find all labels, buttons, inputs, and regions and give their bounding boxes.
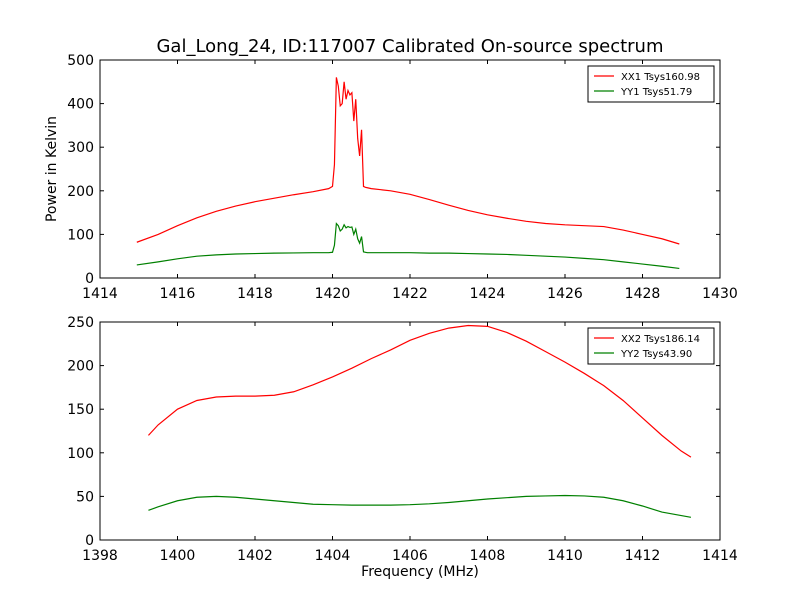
y-tick-label: 200	[67, 184, 94, 200]
x-tick-label: 1422	[392, 286, 428, 302]
y-tick-label: 50	[76, 489, 94, 505]
x-tick-label: 1426	[547, 286, 583, 302]
series-line-1	[147, 324, 692, 458]
x-tick-label: 1400	[160, 548, 196, 564]
legend-label: YY1 Tsys51.79	[620, 87, 692, 98]
y-tick-label: 250	[67, 315, 94, 331]
y-tick-label: 0	[85, 533, 94, 549]
y-tick-label: 100	[67, 227, 94, 243]
x-tick-label: 1424	[470, 286, 506, 302]
x-tick-label: 1428	[625, 286, 661, 302]
x-tick-label: 1414	[82, 286, 118, 302]
x-tick-label: 1414	[702, 548, 738, 564]
y-tick-label: 400	[67, 97, 94, 113]
y-tick-label: 150	[67, 402, 94, 418]
y-tick-label: 0	[85, 271, 94, 287]
x-tick-label: 1412	[625, 548, 661, 564]
legend-box	[587, 65, 715, 103]
y-axis-label: Power in Kelvin	[44, 116, 60, 222]
legend-label: YY2 Tsys43.90	[620, 349, 692, 360]
x-tick-label: 1410	[547, 548, 583, 564]
x-tick-label: 1398	[82, 548, 118, 564]
y-tick-label: 500	[67, 53, 94, 69]
legend-label: XX1 Tsys160.98	[621, 72, 700, 83]
y-tick-label: 100	[67, 446, 94, 462]
legend-box	[587, 327, 715, 365]
y-tick-label: 200	[67, 359, 94, 375]
chart-2: 1398 1400 1402 1404 1406 1408 1410 1412 1414 0 50 1…	[67, 315, 738, 580]
figure-title: Gal_Long_24, ID:117007 Calibrated On-sou…	[156, 36, 663, 57]
x-tick-label: 1418	[237, 286, 273, 302]
legend: XX2 Tsys186.14 YY2 Tsys43.90	[587, 327, 715, 365]
x-tick-label: 1402	[237, 548, 273, 564]
y-tick-label: 300	[67, 140, 94, 156]
legend-label: XX2 Tsys186.14	[621, 334, 700, 345]
x-tick-label: 1430	[702, 286, 738, 302]
x-tick-label: 1404	[315, 548, 351, 564]
legend: XX1 Tsys160.98 YY1 Tsys51.79	[587, 65, 715, 103]
x-tick-label: 1420	[315, 286, 351, 302]
x-tick-label: 1416	[160, 286, 196, 302]
x-axis-label: Frequency (MHz)	[361, 564, 479, 580]
series-line-1	[136, 77, 680, 245]
plots: 1414 1416 1418 1420 1422 1424 1426 1428 1430 0 100…	[44, 53, 738, 580]
chart-1: 1414 1416 1418 1420 1422 1424 1426 1428 1430 0 100…	[44, 53, 738, 302]
series-line-2	[136, 222, 680, 270]
x-tick-label: 1406	[392, 548, 428, 564]
x-tick-label: 1408	[470, 548, 506, 564]
series-line-2	[148, 494, 692, 518]
